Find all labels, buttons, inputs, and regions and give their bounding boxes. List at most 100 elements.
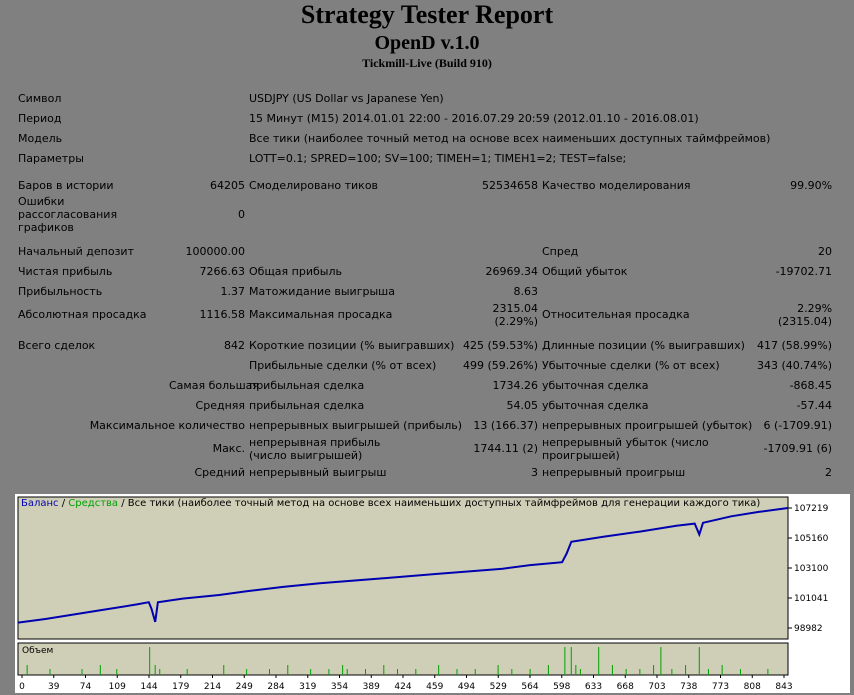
maximal-consecutive-row: Макс. непрерывная прибыль (число выигрыш… (16, 435, 834, 462)
avg-cons-losses-label: непрерывный проигрыш (542, 465, 686, 479)
avg-cons-wins-label: непрерывный выигрыш (249, 465, 387, 479)
net-profit-row: Чистая прибыль 7266.63 Общая прибыль 269… (16, 261, 834, 281)
errors-row: Ошибки рассогласования графиков 0 (16, 195, 834, 234)
report-title: Strategy Tester Report (300, 0, 554, 29)
win-loss-trades-row: Прибыльные сделки (% от всех) 499 (59.26… (16, 355, 834, 375)
drawdown-row: Абсолютная просадка 1116.58 Максимальная… (16, 301, 834, 328)
rel-drawdown-label: Относительная просадка (542, 308, 690, 321)
x-tick-label: 529 (490, 682, 507, 692)
long-positions-label: Длинные позиции (% выигравших) (542, 338, 745, 352)
errors-value: 0 (238, 208, 245, 221)
average-profit-label: прибыльная сделка (249, 398, 365, 412)
period-row: Период 15 Минут (M15) 2014.01.01 22:00 -… (16, 108, 834, 128)
maximal-label: Макс. (212, 442, 245, 455)
params-row: Параметры LOTT=0.1; SPRED=100; SV=100; T… (16, 148, 834, 168)
average-loss-label: убыточная сделка (542, 398, 649, 412)
plot-area (17, 496, 789, 640)
legend-description: / Все тики (наиболее точный метод на осн… (121, 498, 761, 509)
model-value: Все тики (наиболее точный метод на основ… (249, 131, 771, 145)
largest-loss-label: убыточная сделка (542, 378, 649, 392)
profit-trades-value: 499 (59.26%) (462, 358, 538, 372)
volume-area (17, 642, 789, 676)
symbol-row: Символ USDJPY (US Dollar vs Japanese Yen… (16, 88, 834, 108)
period-value: 15 Минут (M15) 2014.01.01 22:00 - 2016.0… (249, 111, 699, 125)
y-tick-label: 103100 (794, 564, 829, 574)
profit-factor-value: 1.37 (220, 284, 246, 298)
largest-profit-value: 1734.26 (492, 378, 539, 392)
deposit-value: 100000.00 (185, 244, 246, 258)
x-tick-label: 214 (204, 682, 221, 692)
x-tick-label: 39 (48, 682, 60, 692)
profit-trades-label: Прибыльные сделки (% от всех) (249, 358, 437, 372)
x-tick-label: 668 (617, 682, 634, 692)
y-tick-label: 98982 (794, 624, 823, 634)
expected-payoff-value: 8.63 (513, 284, 539, 298)
params-value: LOTT=0.1; SPRED=100; SV=100; TIMEH=1; TI… (249, 151, 627, 165)
profit-factor-label: Прибыльность (18, 284, 103, 298)
x-tick-label: 109 (109, 682, 126, 692)
spread-label: Спред (542, 244, 579, 258)
x-tick-label: 74 (80, 682, 92, 692)
ticks-label: Смоделировано тиков (249, 178, 379, 192)
largest-trade-row: Самая большая прибыльная сделка 1734.26 … (16, 375, 834, 395)
total-trades-row: Всего сделок 842 Короткие позиции (% выи… (16, 335, 834, 355)
gross-profit-label: Общая прибыль (249, 264, 342, 278)
x-tick-label: 564 (521, 682, 538, 692)
x-tick-label: 179 (172, 682, 189, 692)
x-tick-label: 633 (585, 682, 602, 692)
deposit-label: Начальный депозит (18, 244, 134, 258)
x-tick-label: 389 (363, 682, 380, 692)
max-drawdown-label: Максимальная просадка (249, 308, 393, 321)
legend-equity: Средства (68, 498, 119, 509)
average-trade-row: Средняя прибыльная сделка 54.05 убыточна… (16, 395, 834, 415)
max-cons-loss-label: непрерывный убыток (число проигрышей) (542, 435, 709, 462)
server-name: Tickmill-Live (Build 910) (362, 56, 492, 70)
quality-label: Качество моделирования (542, 178, 691, 192)
avg-cons-label: Средний (194, 465, 245, 479)
x-tick-label: 738 (680, 682, 697, 692)
max-cons-wins-label: непрерывных выигрышей (прибыль) (249, 418, 463, 432)
average-consecutive-row: Средний непрерывный выигрыш 3 непрерывны… (16, 462, 834, 482)
gross-profit-value: 26969.34 (485, 264, 539, 278)
volume-label: Объем (22, 646, 53, 656)
x-tick-label: 808 (744, 682, 761, 692)
total-trades-value: 842 (224, 338, 245, 352)
abs-drawdown-value: 1116.58 (199, 308, 246, 321)
x-tick-label: 319 (299, 682, 316, 692)
max-drawdown-value: 2315.04 (2.29%) (492, 301, 539, 328)
x-tick-label: 773 (712, 682, 729, 692)
x-tick-label: 354 (331, 682, 348, 692)
avg-cons-wins-value: 3 (531, 465, 538, 479)
largest-loss-value: -868.45 (789, 378, 833, 392)
model-row: Модель Все тики (наиболее точный метод н… (16, 128, 834, 148)
legend-separator: / (61, 498, 66, 509)
errors-label: Ошибки рассогласования графиков (18, 195, 118, 234)
total-trades-label: Всего сделок (18, 338, 96, 352)
y-tick-label: 105160 (794, 534, 829, 544)
balance-line (17, 507, 789, 624)
symbol-label: Символ (18, 91, 62, 105)
average-loss-value: -57.44 (796, 398, 833, 412)
largest-label: Самая большая (169, 378, 260, 392)
model-label: Модель (18, 131, 63, 145)
net-profit-label: Чистая прибыль (18, 264, 113, 278)
bars-row: Баров в истории 64205 Смоделировано тико… (16, 175, 834, 195)
max-cons-loss-value: -1709.91 (6) (763, 442, 833, 455)
spread-value: 20 (818, 244, 833, 258)
abs-drawdown-label: Абсолютная просадка (18, 308, 147, 321)
symbol-value: USDJPY (US Dollar vs Japanese Yen) (249, 91, 444, 105)
x-tick-label: 249 (236, 682, 253, 692)
short-positions-label: Короткие позиции (% выигравших) (249, 338, 455, 352)
loss-trades-label: Убыточные сделки (% от всех) (542, 358, 720, 372)
ticks-value: 52534658 (482, 178, 538, 192)
x-tick-label: 494 (458, 682, 475, 692)
x-tick-label: 284 (267, 682, 284, 692)
largest-profit-label: прибыльная сделка (249, 378, 365, 392)
y-tick-label: 107219 (794, 504, 829, 514)
x-tick-label: 424 (394, 682, 411, 692)
x-tick-label: 459 (426, 682, 443, 692)
expert-name: OpenD v.1.0 (374, 32, 480, 54)
avg-cons-losses-value: 2 (825, 465, 833, 479)
report-table: Символ USDJPY (US Dollar vs Japanese Yen… (16, 88, 834, 482)
x-tick-label: 598 (553, 682, 570, 692)
